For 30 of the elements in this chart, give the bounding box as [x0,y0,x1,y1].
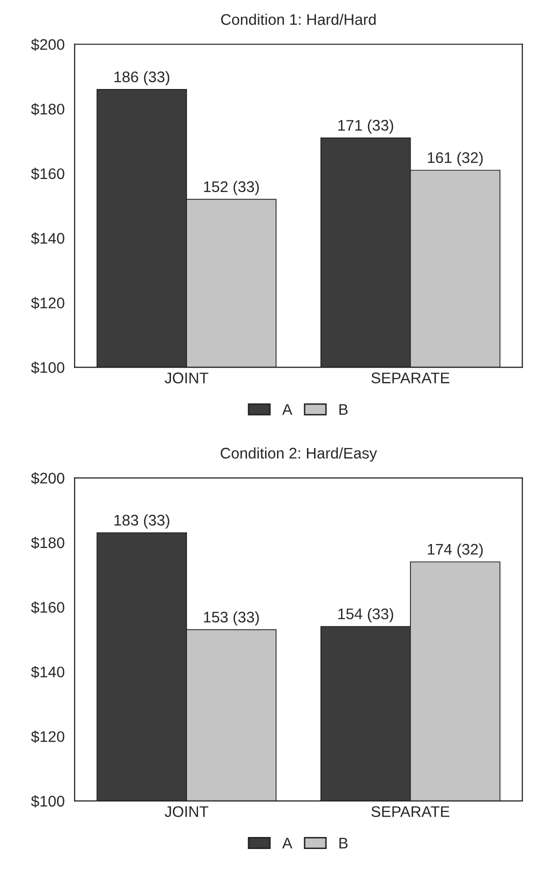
y-tick-label: $200 [31,38,64,51]
legend-label: B [339,404,348,415]
y-tick-label: $160 [31,168,64,180]
y-tick-label: $100 [31,362,64,374]
data-label: 174 (32) [428,543,483,558]
y-tick-label: $140 [31,232,64,245]
chart-title: Condition 2: Hard/Easy [220,447,378,462]
y-tick-label: $140 [31,666,64,678]
data-label: 183 (33) [114,514,170,529]
legend-label: B [339,838,348,848]
y-tick-label: $160 [31,601,64,614]
x-tick-label: SEPARATE [371,806,450,818]
data-label: 186 (33) [114,71,170,86]
y-tick-label: $120 [31,730,64,743]
data-label: 171 (33) [338,120,394,134]
y-tick-label: $200 [31,472,64,484]
x-tick-label: SEPARATE [371,372,450,384]
y-tick-label: $180 [31,536,64,550]
legend-label: A [282,404,292,415]
y-tick-label: $100 [31,795,64,808]
data-label: 153 (33) [204,611,259,626]
data-label: 161 (32) [428,152,483,166]
y-tick-label: $120 [31,296,64,310]
chart-title: Condition 1: Hard/Hard [221,14,376,25]
x-tick-label: JOINT [164,372,208,384]
data-label: 152 (33) [204,180,259,196]
legend-label: A [282,838,292,848]
data-label: 154 (33) [338,608,394,622]
y-tick-label: $180 [31,103,64,116]
x-tick-label: JOINT [164,806,208,818]
